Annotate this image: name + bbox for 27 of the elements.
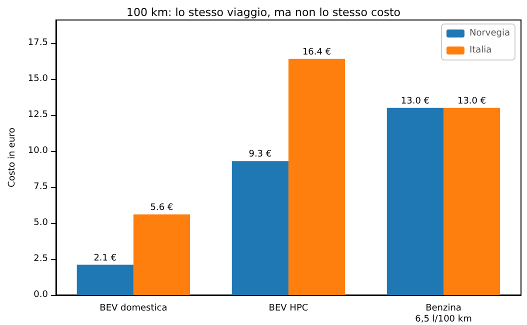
data-label: 13.0 € [400,96,430,106]
y-tick-label: 17.5 [28,38,48,48]
y-tick-label: 2.5 [34,254,48,264]
data-label: 9.3 € [248,150,272,160]
y-tick-label: 5.0 [34,218,48,228]
y-tick-label: 7.5 [34,182,48,192]
bar [232,161,288,295]
y-tick-label: 15.0 [28,74,48,84]
data-label: 5.6 € [150,202,174,213]
bar [133,214,190,295]
x-tick-label: BEV domestica [100,304,168,314]
bar [386,108,444,295]
y-axis-title: Costo in euro [8,127,18,188]
y-tick-label: 12.5 [28,110,48,120]
data-label: 13.0 € [457,96,486,106]
bar [443,108,500,295]
data-label: 16.4 € [302,47,332,58]
y-tick-label: 0.0 [34,290,48,300]
legend-label: Norvegia [469,28,510,38]
bar [288,58,346,295]
bar [76,264,134,295]
y-tick-label: 10.0 [28,146,48,156]
legend-label: Italia [469,46,492,56]
chart-title: 100 km: lo stesso viaggio, ma non lo stesso costo [126,6,401,19]
x-tick-label: BEV HPC [268,304,308,314]
data-label: 2.1 € [94,253,117,264]
x-tick-label: Benzina 6,5 l/100 km [415,304,472,324]
